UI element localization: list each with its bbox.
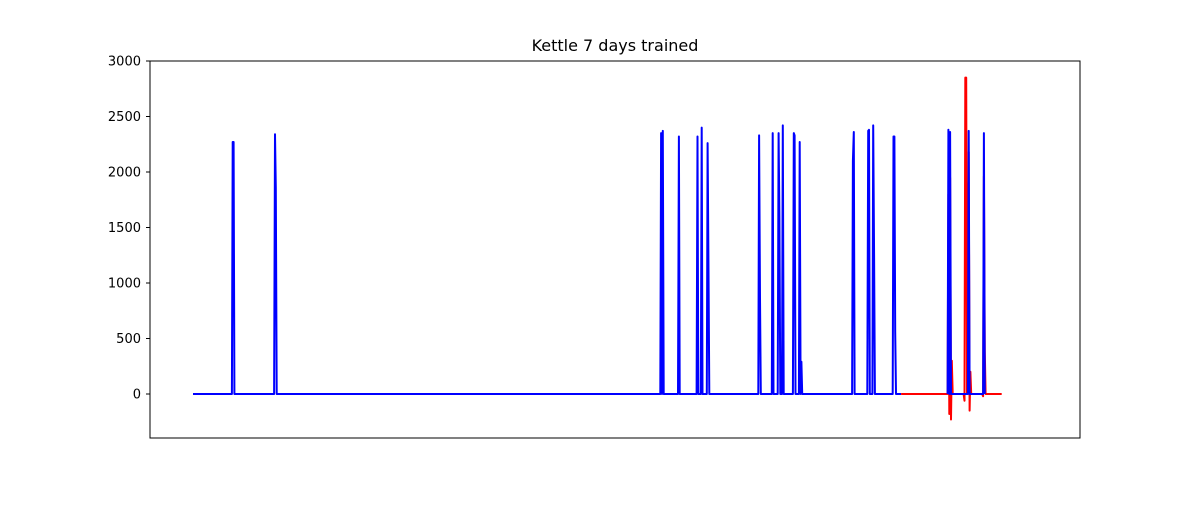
y-axis: 0 500 1000 1500 2000 2500 3000: [108, 55, 150, 403]
series-layer: [193, 76, 1002, 421]
y-tick-label: 1000: [108, 277, 141, 292]
y-tick-label: 1500: [108, 221, 141, 236]
y-tick-label: 0: [133, 388, 141, 403]
chart-title: Kettle 7 days trained: [532, 36, 699, 55]
y-tick-label: 3000: [108, 55, 141, 70]
y-tick-label: 2000: [108, 166, 141, 181]
series-line-2: [946, 128, 986, 395]
series-line-0: [193, 124, 902, 395]
y-tick-label: 2500: [108, 110, 141, 125]
plot-frame: [149, 60, 1081, 439]
y-tick-label: 500: [116, 332, 141, 347]
